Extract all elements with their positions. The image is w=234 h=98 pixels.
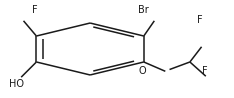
Text: F: F [197, 15, 202, 25]
Text: HO: HO [9, 79, 24, 89]
Text: F: F [202, 66, 208, 76]
Text: O: O [138, 66, 146, 76]
Text: Br: Br [138, 5, 149, 15]
Text: F: F [32, 5, 37, 15]
